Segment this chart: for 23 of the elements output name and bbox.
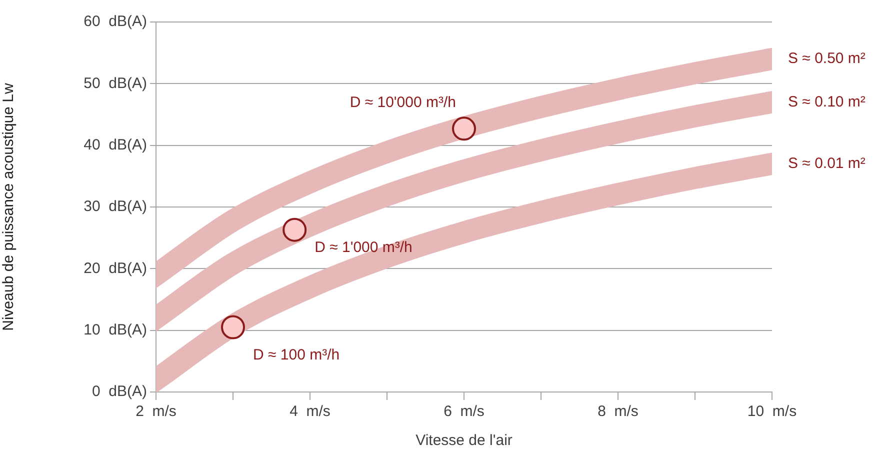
x-tick-label: 4 m/s — [290, 403, 330, 420]
annotation: D ≈ 10'000 m³/h — [350, 94, 456, 111]
y-tick-label: 30 dB(A) — [84, 198, 147, 216]
point — [221, 315, 245, 340]
point — [282, 218, 307, 242]
series-label: S ≈ 0.01 m² — [788, 154, 866, 172]
x-tick-label: 10 m/s — [747, 403, 797, 420]
series-label: S ≈ 0.50 m² — [788, 50, 866, 68]
x-tick-label: 6 m/s — [444, 403, 484, 420]
y-axis-title: Niveaub de puissance acoustique Lw — [0, 83, 18, 331]
x-tick-label: 2 m/s — [136, 403, 176, 420]
annotation: D ≈ 1'000 m³/h — [314, 238, 412, 256]
y-tick-label: 10 dB(A) — [84, 321, 147, 338]
series-label: S ≈ 0.10 m² — [788, 93, 866, 110]
y-tick-label: 60 dB(A) — [84, 13, 147, 30]
annotation: D ≈ 100 m³/h — [253, 346, 340, 364]
x-axis-title: Vitesse de l'air — [416, 432, 512, 450]
y-tick-label: 20 dB(A) — [84, 260, 147, 277]
point — [452, 116, 476, 141]
y-tick-label: 50 dB(A) — [84, 74, 147, 92]
y-tick-label: 40 dB(A) — [84, 136, 147, 154]
y-tick-label: 0 dB(A) — [92, 383, 147, 400]
x-tick-label: 8 m/s — [598, 403, 638, 420]
